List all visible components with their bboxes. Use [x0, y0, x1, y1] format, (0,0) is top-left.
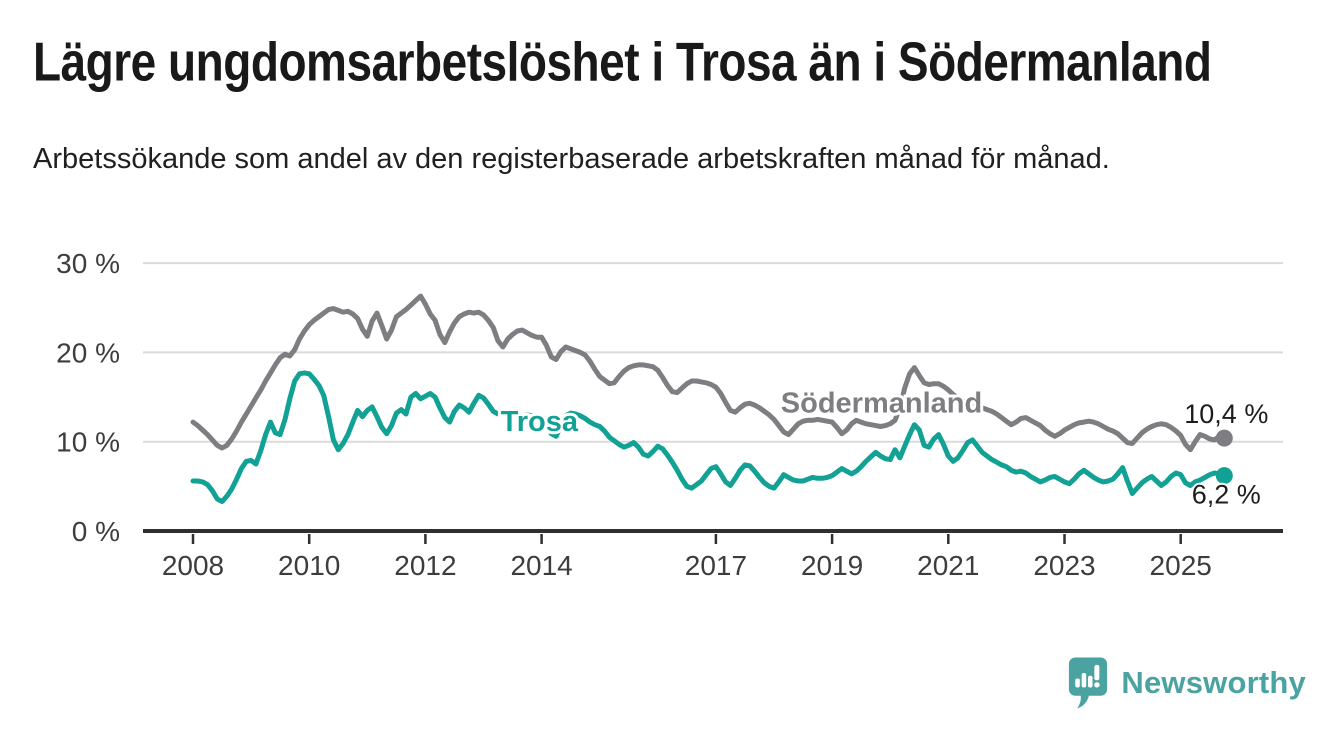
series-end-dot-södermanland [1215, 429, 1233, 447]
page-title: Lägre ungdomsarbetslöshet i Trosa än i S… [33, 31, 1212, 93]
x-tick-label: 2008 [162, 550, 224, 581]
series-label-trosa: Trosa [501, 406, 579, 438]
y-tick-label: 0 % [72, 516, 120, 547]
chart-subtitle: Arbetssökande som andel av den registerb… [33, 143, 1110, 175]
series-end-value-trosa: 6,2 % [1192, 480, 1261, 510]
brand-text: Newsworthy [1121, 665, 1306, 700]
y-tick-label: 30 % [56, 248, 120, 279]
x-tick-label: 2021 [917, 550, 979, 581]
series-label-södermanland: Södermanland [781, 387, 982, 419]
x-tick-label: 2025 [1150, 550, 1212, 581]
y-tick-label: 10 % [56, 427, 120, 458]
logo-bar-3 [1088, 675, 1093, 688]
logo-exclamation-dot [1094, 682, 1101, 688]
series-end-value-södermanland: 10,4 % [1184, 399, 1268, 429]
y-tick-label: 20 % [56, 337, 120, 368]
logo-exclamation-bar [1094, 664, 1100, 681]
newsworthy-logo-icon [1069, 657, 1108, 709]
logo-bar-1 [1075, 678, 1081, 688]
series-line-trosa [190, 370, 1227, 504]
logo-bar-2 [1082, 673, 1087, 688]
x-tick-label: 2010 [278, 550, 340, 581]
x-tick-label: 2012 [394, 550, 456, 581]
x-tick-label: 2023 [1033, 550, 1095, 581]
brand-footer: Newsworthy [1068, 656, 1306, 710]
x-tick-label: 2014 [510, 550, 572, 581]
series-end-dot-trosa [1215, 467, 1233, 485]
series-line-södermanland [190, 293, 1227, 453]
x-tick-label: 2017 [685, 550, 747, 581]
x-tick-label: 2019 [801, 550, 863, 581]
